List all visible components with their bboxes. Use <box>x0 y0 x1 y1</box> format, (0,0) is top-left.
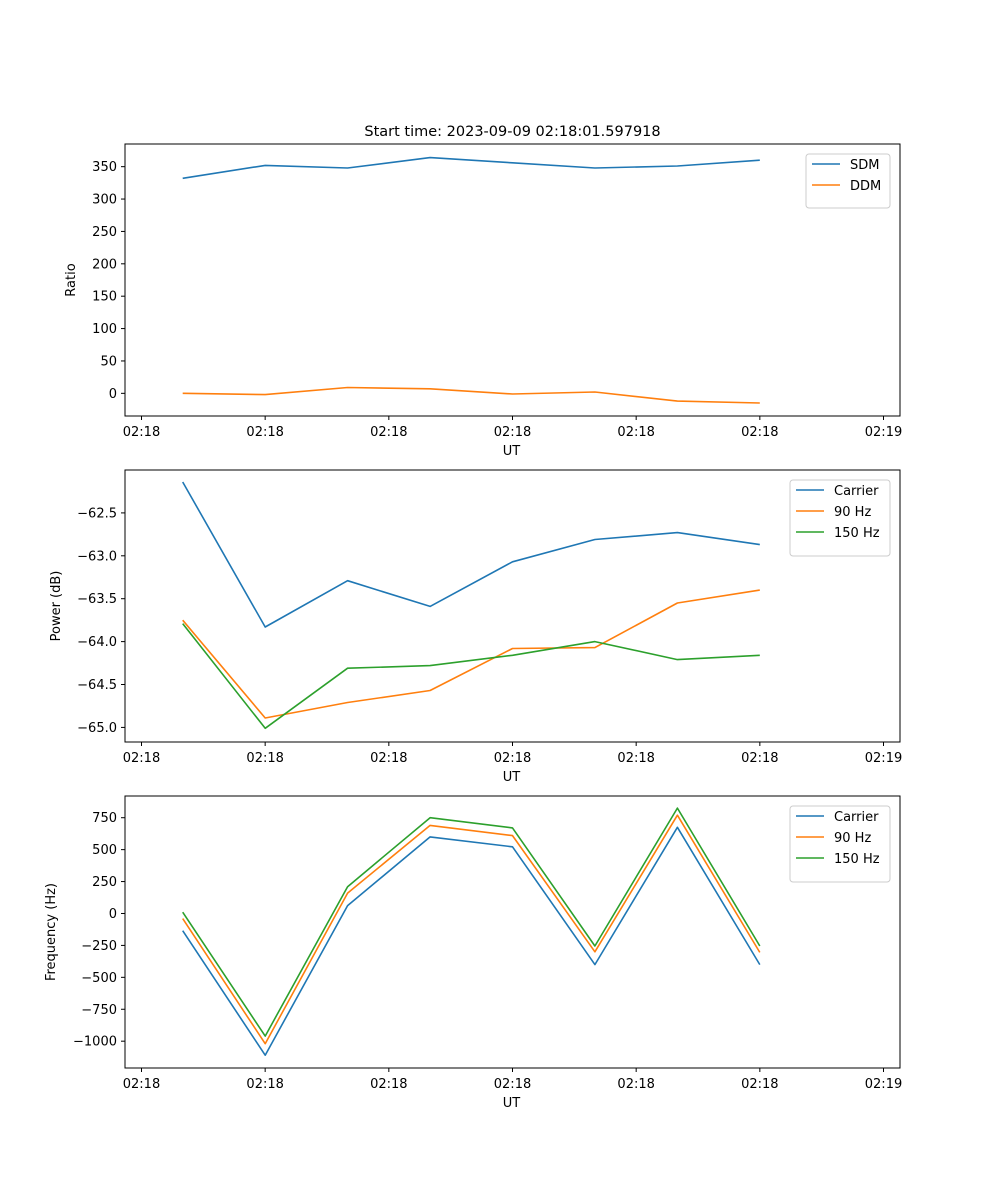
y-tick-label: 750 <box>92 811 117 826</box>
y-tick-label: −250 <box>81 939 117 954</box>
legend-label: 90 Hz <box>834 505 871 520</box>
x-tick-label: 02:19 <box>865 425 902 440</box>
series-line-ddm <box>182 386 760 404</box>
legend-label: SDM <box>850 158 879 173</box>
y-tick-label: 500 <box>92 843 117 858</box>
y-tick-label: −500 <box>81 971 117 986</box>
y-tick-label: −64.0 <box>77 635 117 650</box>
series-line-90-hz <box>182 589 760 719</box>
x-tick-label: 02:18 <box>741 751 778 766</box>
y-tick-label: −65.0 <box>77 721 117 736</box>
x-tick-label: 02:18 <box>494 1077 531 1092</box>
chart-title: Start time: 2023-09-09 02:18:01.597918 <box>364 124 660 140</box>
y-tick-label: −1000 <box>73 1035 117 1050</box>
y-tick-label: 200 <box>92 257 117 272</box>
x-tick-label: 02:18 <box>617 425 654 440</box>
x-tick-label: 02:19 <box>865 1077 902 1092</box>
y-tick-label: 100 <box>92 322 117 337</box>
subplot-2: 02:18 02:18 02:18 02:18 02:18 02:18 02:19 −65.0… <box>49 469 902 785</box>
x-tick-label: 02:19 <box>865 751 902 766</box>
x-tick-label: 02:18 <box>246 751 283 766</box>
y-tick-label: 50 <box>100 354 117 369</box>
y-axis-label: Ratio <box>64 263 79 296</box>
legend-label: DDM <box>850 179 881 194</box>
y-axis-label: Frequency (Hz) <box>44 883 59 981</box>
x-tick-label: 02:18 <box>123 751 160 766</box>
y-tick-label: 0 <box>109 907 117 922</box>
y-tick-label: 150 <box>92 290 117 305</box>
series-line-150-hz <box>182 623 760 730</box>
legend: Carrier 90 Hz 150 Hz <box>789 479 891 557</box>
y-tick-label: 250 <box>92 225 117 240</box>
legend-box <box>789 479 891 557</box>
x-tick-label: 02:18 <box>123 425 160 440</box>
y-tick-label: −750 <box>81 1003 117 1018</box>
series-line-sdm <box>182 156 760 180</box>
y-tick-label: 0 <box>109 387 117 402</box>
x-tick-label: 02:18 <box>370 1077 407 1092</box>
x-tick-label: 02:18 <box>494 751 531 766</box>
x-tick-label: 02:18 <box>741 1077 778 1092</box>
y-tick-label: −63.0 <box>77 549 117 564</box>
series-line-90-hz <box>182 814 761 1045</box>
y-tick-label: −62.5 <box>77 506 117 521</box>
legend-label: Carrier <box>834 810 879 825</box>
x-tick-label: 02:18 <box>123 1077 160 1092</box>
legend: SDM DDM <box>805 153 891 209</box>
y-tick-label: 250 <box>92 875 117 890</box>
y-tick-label: 300 <box>92 193 117 208</box>
x-tick-label: 02:18 <box>617 751 654 766</box>
y-axis-label: Power (dB) <box>49 571 64 642</box>
y-tick-label: −63.5 <box>77 592 117 607</box>
legend: Carrier 90 Hz 150 Hz <box>789 805 891 883</box>
subplot-3: 02:18 02:18 02:18 02:18 02:18 02:18 02:19 −1000… <box>44 795 902 1111</box>
subplot-1: Start time: 2023-09-09 02:18:01.59791802… <box>64 124 902 459</box>
x-tick-label: 02:18 <box>741 425 778 440</box>
x-tick-label: 02:18 <box>370 425 407 440</box>
legend-label: 150 Hz <box>834 526 880 541</box>
series-line-carrier <box>182 826 761 1056</box>
y-tick-label: 350 <box>92 160 117 175</box>
x-tick-label: 02:18 <box>246 425 283 440</box>
legend-box <box>805 153 891 209</box>
x-axis-label: UT <box>503 1096 521 1111</box>
series-line-150-hz <box>182 807 761 1037</box>
x-axis-label: UT <box>503 770 521 785</box>
legend-box <box>789 805 891 883</box>
x-tick-label: 02:18 <box>494 425 531 440</box>
series-line-carrier <box>182 481 760 628</box>
axes-frame <box>124 469 901 743</box>
y-tick-label: −64.5 <box>77 678 117 693</box>
x-tick-label: 02:18 <box>617 1077 654 1092</box>
x-tick-label: 02:18 <box>370 751 407 766</box>
legend-label: 90 Hz <box>834 831 871 846</box>
axes-frame <box>124 143 901 417</box>
legend-label: Carrier <box>834 484 879 499</box>
legend-label: 150 Hz <box>834 852 880 867</box>
x-axis-label: UT <box>503 444 521 459</box>
x-tick-label: 02:18 <box>246 1077 283 1092</box>
